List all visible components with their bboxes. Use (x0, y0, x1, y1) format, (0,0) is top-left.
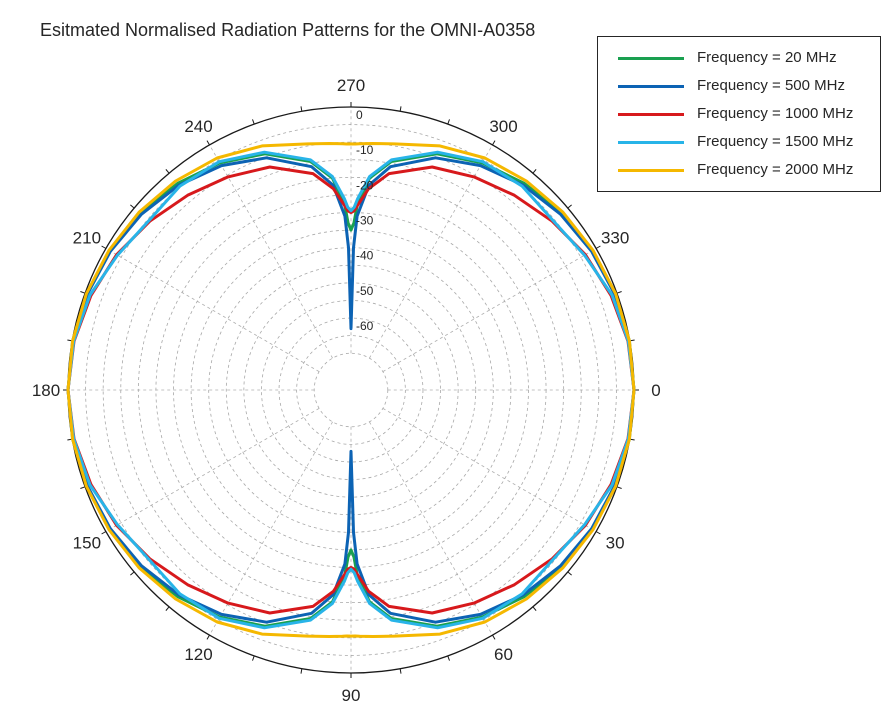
legend-label: Frequency = 2000 MHz (697, 161, 854, 178)
legend-label: Frequency = 500 MHz (697, 77, 845, 94)
grid-spoke (105, 248, 320, 372)
angular-tick-mark (300, 106, 303, 112)
angular-tick-mark (492, 140, 496, 146)
angular-tick-label: 120 (184, 645, 212, 664)
angular-tick-label: 300 (489, 117, 517, 136)
angular-tick-mark (165, 606, 170, 611)
angular-tick-mark (492, 634, 496, 640)
angular-tick-label: 30 (606, 534, 625, 553)
grid-ring (85, 124, 617, 656)
angular-tick-mark (399, 106, 402, 112)
legend-label: Frequency = 1500 MHz (697, 133, 854, 150)
radial-tick-label: -50 (356, 284, 374, 298)
radial-tick-label: -10 (356, 143, 374, 157)
legend-item-20mhz: Frequency = 20 MHz (598, 47, 880, 71)
angular-tick-mark (101, 531, 107, 535)
angular-tick-labels: 0 30 60 90 120 150 180 210 240 270 300 330 (32, 76, 661, 705)
radial-tick-label: -60 (356, 319, 374, 333)
grid-spoke (105, 408, 320, 532)
angular-tick-mark (206, 140, 210, 146)
grid-ring (208, 247, 494, 533)
grid-ring (102, 141, 600, 639)
grid-spoke (369, 144, 493, 359)
angular-tick-mark (101, 245, 107, 249)
angular-tick-mark (399, 668, 402, 674)
angular-tick-mark (252, 655, 255, 661)
legend-label: Frequency = 20 MHz (697, 49, 837, 66)
grid-spoke (382, 408, 597, 532)
radial-tick-label: -20 (356, 178, 374, 192)
angular-tick-mark (567, 571, 572, 576)
legend-swatch (618, 57, 684, 60)
angular-tick-mark (595, 245, 601, 249)
angular-tick-mark (165, 169, 170, 174)
angular-tick-mark (252, 119, 255, 125)
radial-tick-label: -40 (356, 249, 374, 263)
angular-tick-mark (616, 291, 622, 294)
angular-tick-mark (532, 606, 537, 611)
legend-swatch (618, 113, 684, 116)
grid-ring (173, 212, 529, 568)
legend-item-500mhz: Frequency = 500 MHz (598, 75, 880, 99)
angular-tick-label: 60 (494, 645, 513, 664)
angular-tick-mark (447, 119, 450, 125)
angular-tick-mark (130, 204, 135, 209)
grid-ring (296, 335, 406, 445)
angular-tick-label: 330 (601, 229, 629, 248)
grid-ring (155, 194, 547, 586)
series-line-3 (66, 150, 636, 630)
legend-swatch (618, 141, 684, 144)
legend-item-2000mhz: Frequency = 2000 MHz (598, 159, 880, 183)
chart-title: Esitmated Normalised Radiation Patterns … (40, 20, 536, 40)
legend-item-1500mhz: Frequency = 1500 MHz (598, 131, 880, 155)
angular-tick-mark (206, 634, 210, 640)
grid-spoke (382, 248, 597, 372)
series-line-2 (66, 165, 636, 615)
legend-swatch (618, 85, 684, 88)
angular-tick-label: 240 (184, 117, 212, 136)
angular-tick-label: 270 (337, 76, 365, 95)
angular-tick-mark (595, 531, 601, 535)
legend: Frequency = 20 MHz Frequency = 500 MHz F… (597, 36, 881, 192)
grid-spoke (209, 144, 333, 359)
series-line-4 (66, 142, 636, 638)
series-layer (66, 142, 636, 638)
angular-tick-label: 90 (342, 686, 361, 705)
grid-spoke (369, 421, 493, 636)
angular-tick-label: 180 (32, 381, 60, 400)
radial-tick-label: -30 (356, 214, 374, 228)
outer-ring (67, 106, 635, 674)
angular-tick-mark (616, 486, 622, 489)
angular-tick-mark (532, 169, 537, 174)
grid (63, 102, 639, 678)
radial-tick-label: 0 (356, 108, 363, 122)
legend-item-1000mhz: Frequency = 1000 MHz (598, 103, 880, 127)
grid-spoke (209, 421, 333, 636)
angular-tick-mark (80, 486, 86, 489)
angular-tick-label: 0 (651, 381, 660, 400)
legend-swatch (618, 169, 684, 172)
angular-tick-mark (300, 668, 303, 674)
angular-tick-label: 150 (73, 534, 101, 553)
angular-tick-mark (567, 204, 572, 209)
angular-tick-label: 210 (73, 229, 101, 248)
radial-tick-labels: 0 -10 -20 -30 -40 -50 -60 (356, 108, 374, 333)
grid-ring (120, 159, 582, 621)
grid-ring (190, 229, 512, 551)
grid-ring (313, 352, 389, 428)
grid-ring (225, 264, 477, 516)
grid-ring (137, 176, 565, 604)
angular-tick-mark (447, 655, 450, 661)
angular-tick-mark (130, 571, 135, 576)
angular-tick-mark (80, 291, 86, 294)
legend-label: Frequency = 1000 MHz (697, 105, 854, 122)
